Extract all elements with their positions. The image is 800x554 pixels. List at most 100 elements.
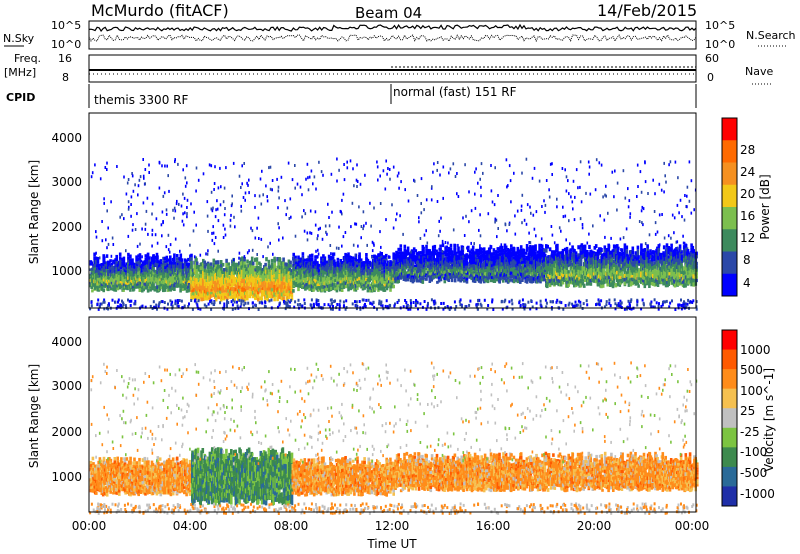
heatmap-cell — [347, 256, 350, 261]
heatmap-cell — [301, 252, 305, 256]
heatmap-cell — [156, 259, 159, 263]
heatmap-cell — [202, 274, 205, 279]
noise-sky-trace — [88, 23, 697, 33]
heatmap-cell — [386, 285, 389, 289]
heatmap-cell — [449, 243, 453, 248]
heatmap-cell — [142, 261, 145, 265]
heatmap-cell — [273, 259, 277, 263]
heatmap-cell — [210, 291, 213, 295]
heatmap-cell — [467, 245, 470, 249]
heatmap-cell — [468, 253, 472, 257]
heatmap-cell — [563, 247, 567, 252]
heatmap-cell — [574, 251, 578, 255]
heatmap-cell — [181, 271, 185, 275]
heatmap-cell — [531, 279, 535, 284]
heatmap-cell — [333, 283, 336, 286]
heatmap-cell — [187, 282, 191, 286]
heatmap-cell — [327, 254, 331, 259]
heatmap-cell — [594, 279, 598, 284]
heatmap-cell — [233, 297, 236, 301]
heatmap-cell — [404, 254, 408, 258]
heatmap-cell — [100, 288, 104, 291]
heatmap-cell — [556, 260, 559, 265]
heatmap-cell — [326, 281, 330, 285]
heatmap-cell — [273, 284, 277, 289]
heatmap-cell — [450, 278, 454, 283]
heatmap-cell — [573, 276, 576, 280]
heatmap-cell — [339, 277, 343, 281]
heatmap-cell — [249, 262, 252, 266]
heatmap-cell — [132, 285, 135, 289]
heatmap-cell — [276, 296, 279, 302]
heatmap-cell — [356, 264, 359, 268]
heatmap-cell — [234, 266, 238, 270]
heatmap-cell — [317, 288, 321, 292]
heatmap-cell — [347, 252, 350, 257]
heatmap-cell — [192, 280, 195, 284]
heatmap-cell — [312, 285, 315, 289]
heatmap-cell — [294, 258, 297, 262]
heatmap-cell — [187, 275, 190, 279]
heatmap-cell — [125, 269, 128, 273]
heatmap-cell — [503, 243, 507, 248]
heatmap-cell — [183, 258, 187, 262]
heatmap-cell — [148, 256, 151, 260]
heatmap-cell — [589, 278, 593, 283]
heatmap-cell — [202, 258, 205, 263]
heatmap-cell — [270, 287, 274, 292]
heatmap-cell — [551, 275, 555, 279]
heatmap-cell — [383, 270, 387, 273]
heatmap-cell — [465, 274, 469, 278]
heatmap-cell — [386, 277, 389, 280]
heatmap-cell — [547, 274, 550, 277]
heatmap-cell — [200, 281, 203, 286]
heatmap-cell — [339, 262, 343, 265]
heatmap-cell — [349, 256, 353, 260]
heatmap-cell — [510, 271, 513, 275]
heatmap-cell — [507, 254, 511, 259]
heatmap-cell — [510, 244, 513, 248]
heatmap-cell — [567, 283, 570, 287]
heatmap-cell — [581, 254, 585, 259]
heatmap-cell — [534, 244, 537, 248]
heatmap-cell — [363, 261, 366, 265]
heatmap-cell — [91, 280, 94, 284]
heatmap-cell — [175, 257, 179, 261]
heatmap-cell — [273, 292, 276, 297]
heatmap-cell — [143, 263, 146, 266]
heatmap-cell — [583, 248, 587, 253]
heatmap-cell — [532, 266, 536, 271]
heatmap-cell — [428, 255, 432, 259]
heatmap-cell — [524, 273, 527, 277]
heatmap-cell — [586, 253, 589, 258]
heatmap-cell — [166, 258, 169, 262]
heatmap-cell — [334, 284, 337, 288]
heatmap-cell — [160, 286, 164, 290]
heatmap-cell — [386, 263, 389, 266]
heatmap-cell — [280, 273, 284, 278]
heatmap-cell — [163, 256, 167, 261]
heatmap-cell — [122, 260, 126, 264]
heatmap-cell — [395, 260, 398, 263]
heatmap-cell — [238, 261, 241, 265]
heatmap-cell — [224, 292, 227, 296]
heatmap-cell — [179, 289, 182, 293]
heatmap-cell — [317, 270, 321, 273]
heatmap-cell — [176, 272, 180, 276]
heatmap-cell — [327, 262, 331, 266]
heatmap-cell — [390, 261, 394, 264]
heatmap-cell — [393, 253, 397, 257]
heatmap-cell — [327, 273, 331, 277]
heatmap-cell — [173, 257, 176, 261]
heatmap-cell — [532, 249, 536, 254]
heatmap-cell — [104, 261, 107, 264]
heatmap-cell — [393, 256, 397, 260]
heatmap-cell — [465, 270, 468, 274]
heatmap-cell — [325, 263, 329, 267]
heatmap-cell — [543, 269, 547, 273]
heatmap-cell — [327, 284, 331, 289]
heatmap-cell — [231, 290, 234, 295]
heatmap-cell — [144, 286, 148, 290]
heatmap-cell — [206, 291, 210, 296]
heatmap-cell — [258, 278, 261, 282]
